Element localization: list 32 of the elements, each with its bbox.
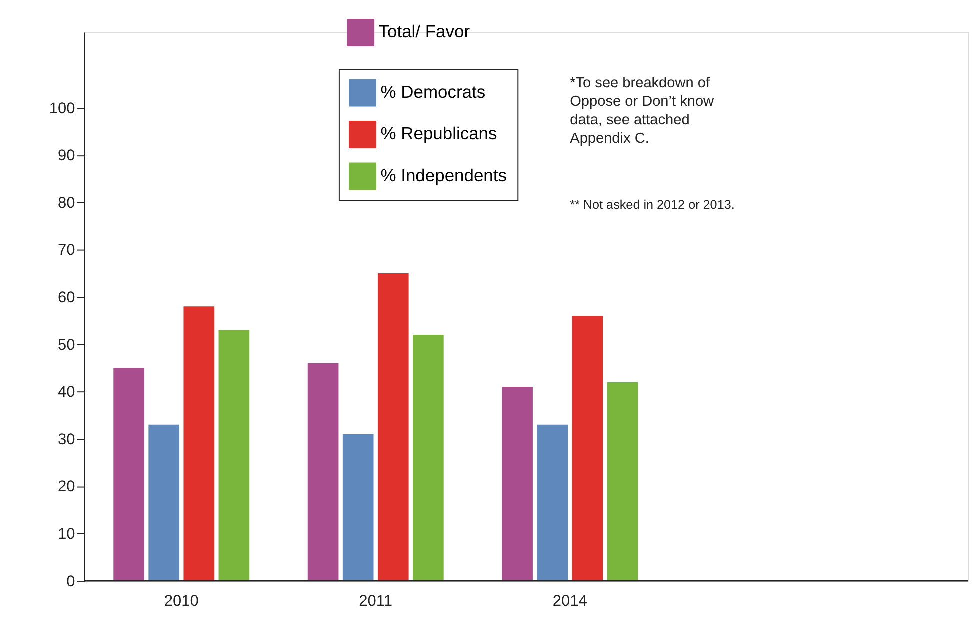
y-tick-label: 90 (58, 148, 76, 165)
legend-label: % Independents (380, 165, 508, 186)
bar (607, 382, 638, 581)
x-tick-label: 2011 (359, 592, 393, 610)
legend-label: % Republicans (380, 124, 498, 144)
y-tick-label: 30 (58, 431, 76, 448)
bar (572, 316, 604, 581)
y-tick-label: 20 (58, 478, 76, 496)
bar (342, 434, 374, 581)
bar (413, 335, 444, 581)
annotation: *To see breakdown of Oppose or Don’t know data, see attached Appendix C. (570, 76, 715, 147)
legend-label: Total/ Favor (378, 22, 470, 42)
y-tick-label: 40 (58, 384, 76, 402)
y-tick-label: 100 (49, 100, 76, 118)
bar (502, 387, 533, 581)
x-tick-label: 2014 (552, 592, 588, 610)
bar (148, 424, 180, 581)
y-tick-label: 80 (58, 194, 76, 212)
bar (218, 330, 250, 581)
bar (378, 274, 409, 581)
bar (114, 368, 144, 581)
x-tick-label: 2010 (164, 592, 200, 610)
y-tick-label: 50 (58, 336, 76, 354)
legend-label: % Democrats (380, 82, 486, 102)
y-tick-label: 70 (58, 242, 76, 260)
y-tick-label: 0 (66, 573, 76, 590)
y-tick-label: 10 (58, 526, 76, 544)
bar (184, 306, 215, 581)
y-tick-label: 60 (58, 290, 76, 307)
bar (537, 424, 568, 581)
annotation: ** Not asked in 2012 or 2013. (570, 198, 735, 212)
bar (308, 363, 339, 581)
